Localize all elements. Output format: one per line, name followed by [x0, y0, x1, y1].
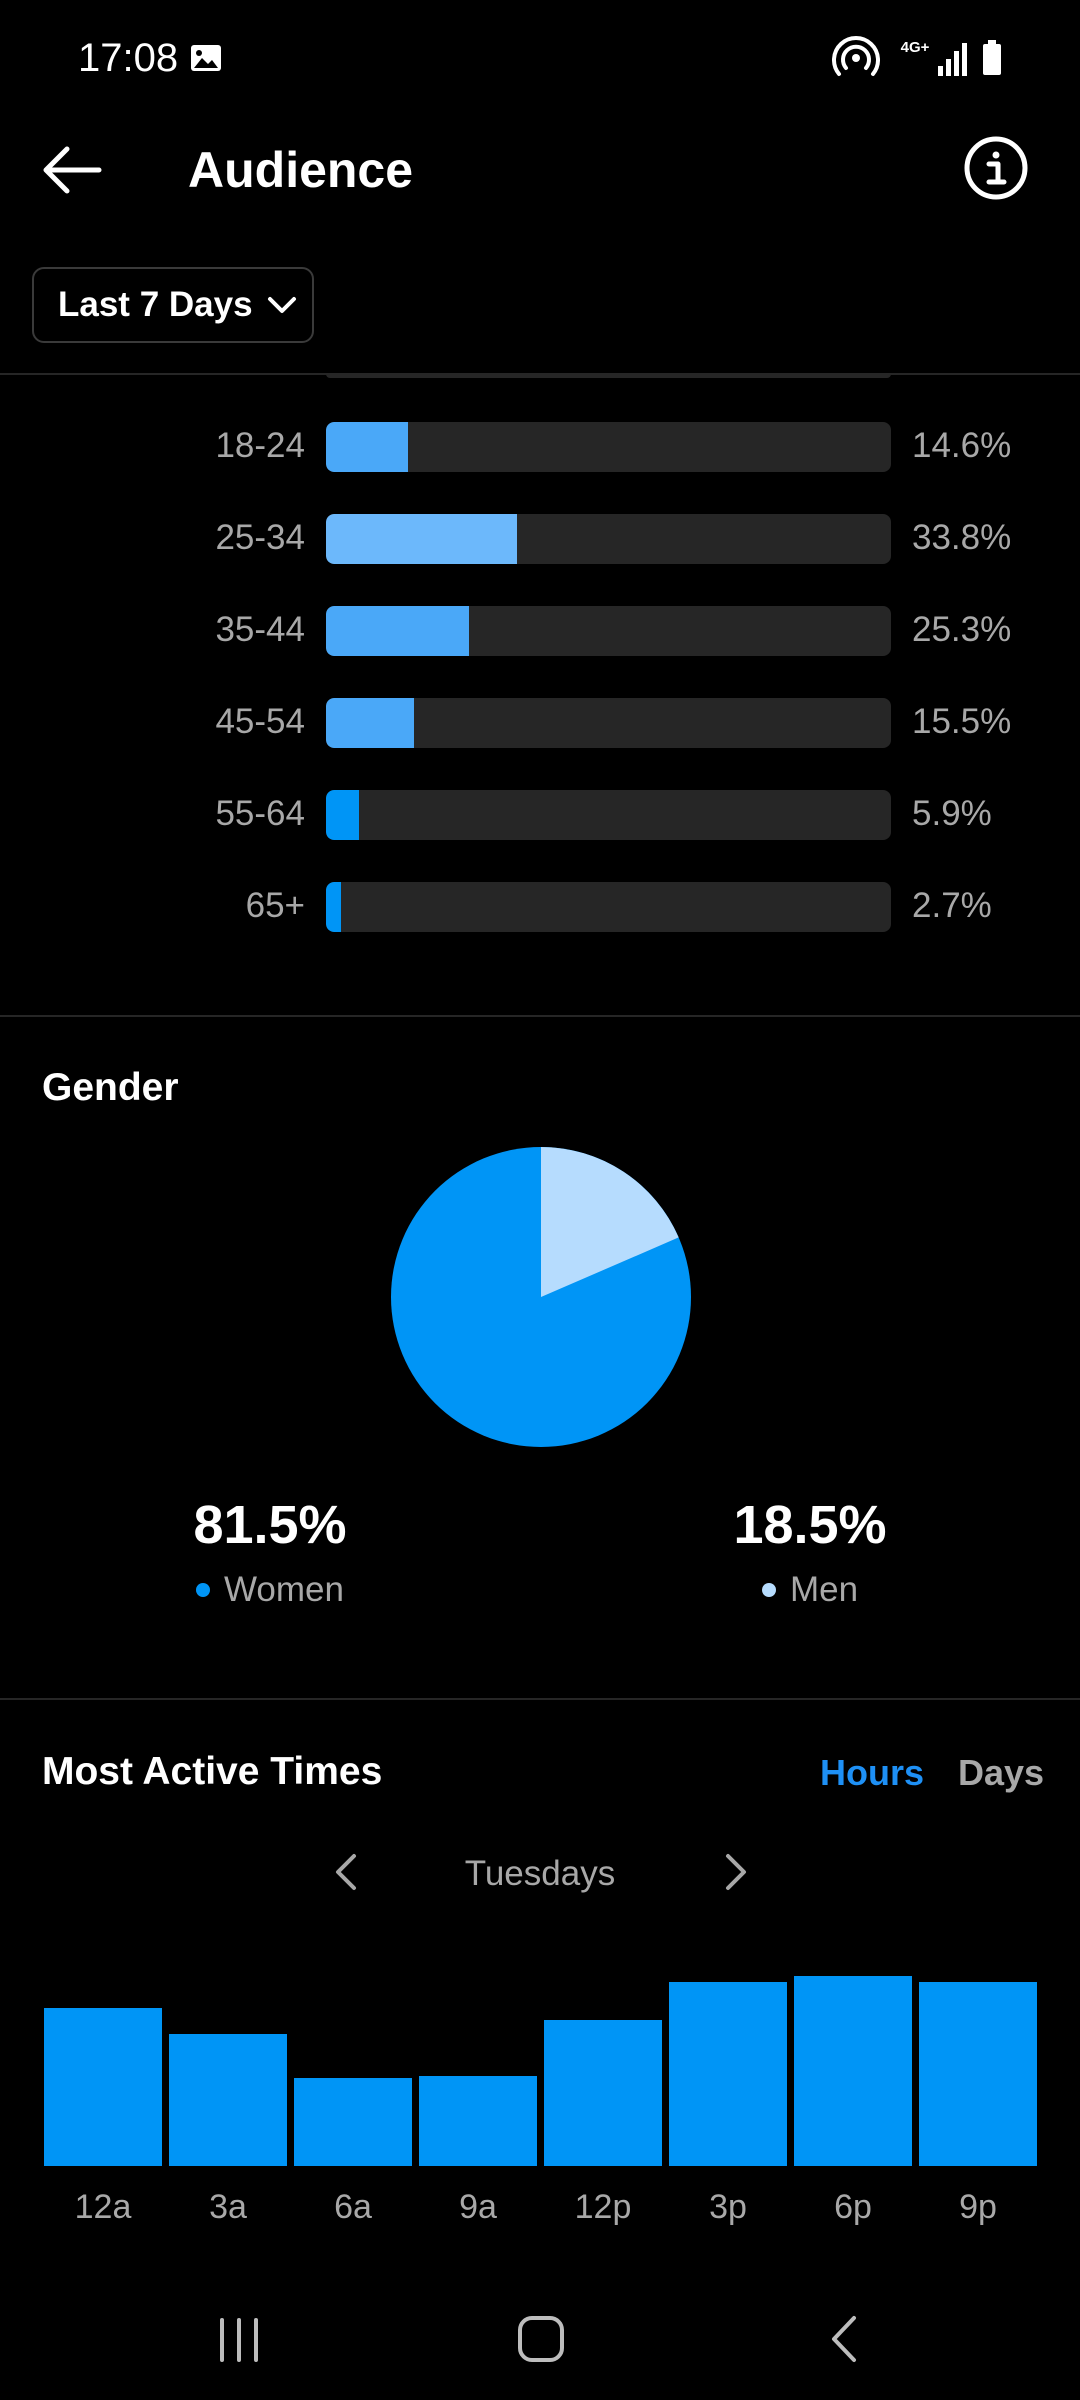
- hour-bar-9a: [419, 2076, 537, 2166]
- hour-tick-label: 6p: [834, 2188, 872, 2226]
- age-label: 65+: [245, 886, 305, 925]
- age-bar-fill: [326, 514, 517, 564]
- women-legend: Women: [120, 1570, 420, 1610]
- hour-bar-6a: [294, 2078, 412, 2166]
- age-label: 18-24: [215, 426, 305, 465]
- previous-row-remnant: [326, 374, 891, 378]
- men-percent: 18.5%: [733, 1495, 887, 1555]
- hour-tick-label: 6a: [334, 2188, 372, 2226]
- day-label: Tuesdays: [464, 1854, 616, 1893]
- hour-tick-label: 3a: [209, 2188, 247, 2226]
- home-icon[interactable]: [516, 2314, 566, 2364]
- chevron-right-icon[interactable]: [716, 1850, 756, 1894]
- age-label: 55-64: [215, 794, 305, 833]
- age-bar-fill: [326, 698, 414, 748]
- hour-bar-12a: [44, 2008, 162, 2166]
- hour-bar-3p: [669, 1982, 787, 2166]
- women-percent: 81.5%: [193, 1495, 347, 1555]
- age-bar-track: [326, 606, 891, 656]
- chevron-left-icon[interactable]: [326, 1850, 366, 1894]
- age-row: 55-64 5.9%: [0, 790, 1080, 840]
- age-bar-track: [326, 514, 891, 564]
- most-active-title: Most Active Times: [42, 1750, 383, 1793]
- gender-men-stat: 18.5% Men: [660, 1494, 960, 1610]
- age-bar-track: [326, 882, 891, 932]
- system-nav-bar: [0, 2280, 1080, 2400]
- info-icon[interactable]: [958, 130, 1034, 206]
- age-row: 35-44 25.3%: [0, 606, 1080, 656]
- age-label: 25-34: [215, 518, 305, 557]
- women-label: Women: [224, 1570, 344, 1609]
- age-bar-fill: [326, 790, 360, 840]
- age-row: 25-34 33.8%: [0, 514, 1080, 564]
- men-label: Men: [789, 1570, 859, 1609]
- arrow-left-icon: [43, 146, 102, 194]
- tab-days[interactable]: Days: [958, 1752, 1045, 1793]
- section-divider: [0, 1698, 1080, 1700]
- date-range-dropdown[interactable]: Last 7 Days: [32, 267, 314, 343]
- page-title: Audience: [188, 142, 414, 198]
- hour-bar-12p: [544, 2020, 662, 2166]
- hour-bar-9p: [919, 1982, 1037, 2166]
- age-percent: 15.5%: [912, 702, 1012, 741]
- hour-bar-6p: [794, 1976, 912, 2166]
- network-type-label: 4G+: [900, 39, 930, 56]
- back-button[interactable]: [36, 134, 108, 206]
- women-legend-dot: [196, 1583, 211, 1597]
- battery-icon: [983, 40, 1001, 75]
- status-bar: 17:08 4G+: [0, 0, 1080, 120]
- age-bar-track: [326, 422, 891, 472]
- date-range-label: Last 7 Days: [58, 285, 253, 324]
- hour-tick-label: 3p: [709, 2188, 747, 2226]
- age-label: 35-44: [215, 610, 305, 649]
- age-label: 45-54: [215, 702, 305, 741]
- hour-tick-label: 9p: [959, 2188, 997, 2226]
- age-bar-track: [326, 790, 891, 840]
- hour-tick-label: 12p: [575, 2188, 632, 2226]
- nav-back-icon[interactable]: [824, 2314, 864, 2364]
- gallery-icon: [191, 45, 221, 71]
- age-bar-fill: [326, 882, 342, 932]
- men-legend-dot: [761, 1583, 776, 1597]
- age-row: 18-24 14.6%: [0, 422, 1080, 472]
- age-row: 65+ 2.7%: [0, 882, 1080, 932]
- age-percent: 25.3%: [912, 610, 1012, 649]
- age-row: 45-54 15.5%: [0, 698, 1080, 748]
- recent-apps-icon[interactable]: [214, 2316, 264, 2364]
- section-divider: [0, 1015, 1080, 1017]
- gender-pie-chart: [391, 1147, 691, 1447]
- gender-women-stat: 81.5% Women: [120, 1494, 420, 1610]
- most-active-hours-chart: 12a 3a 6a 9a 12p 3p 6p 9p: [44, 1976, 1037, 2226]
- gender-section-title: Gender: [42, 1066, 179, 1109]
- age-percent: 14.6%: [912, 426, 1012, 465]
- app-header: Audience: [0, 120, 1080, 250]
- men-legend: Men: [660, 1570, 960, 1610]
- age-percent: 5.9%: [912, 794, 992, 833]
- age-percent: 33.8%: [912, 518, 1012, 557]
- hour-tick-label: 9a: [459, 2188, 497, 2226]
- age-bar-fill: [326, 606, 469, 656]
- age-bar-track: [326, 698, 891, 748]
- hour-bar-3a: [169, 2034, 287, 2166]
- tab-hours[interactable]: Hours: [820, 1752, 925, 1793]
- age-bar-fill: [326, 422, 409, 472]
- pie-slice-men: [541, 1147, 679, 1297]
- age-percent: 2.7%: [912, 886, 992, 925]
- chevron-down-icon: [267, 297, 296, 313]
- hour-tick-label: 12a: [75, 2188, 132, 2226]
- hotspot-icon: [832, 36, 880, 76]
- signal-strength-icon: [938, 43, 967, 76]
- status-time: 17:08: [78, 36, 179, 80]
